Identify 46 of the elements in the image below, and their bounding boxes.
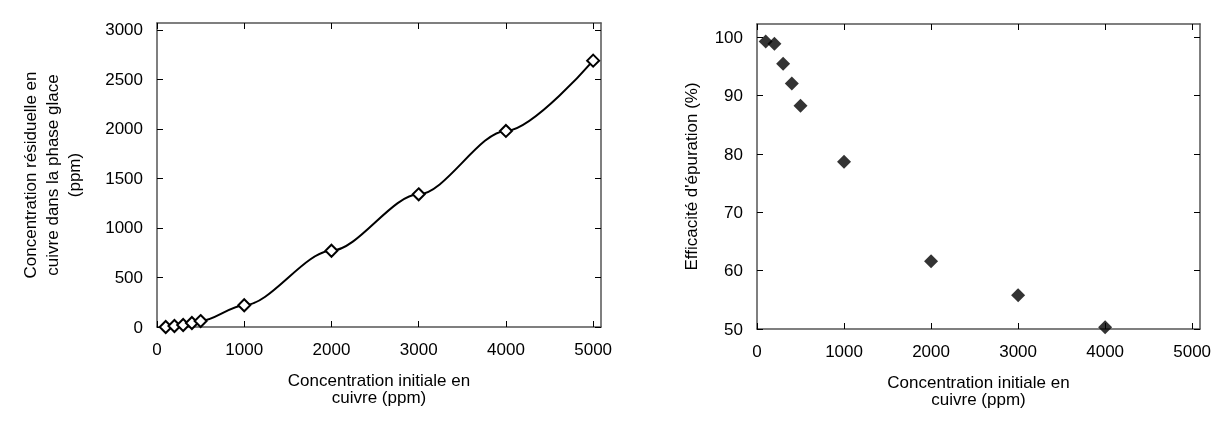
- point: [767, 36, 782, 51]
- x-tick-label: 2000: [312, 340, 351, 359]
- y-axis-title: Efficacité d'épuration (%): [681, 82, 701, 271]
- y-tick-label: 2000: [105, 119, 143, 139]
- y-tick-label: 1500: [105, 168, 143, 188]
- point: [237, 298, 252, 313]
- x-tick-label: 1000: [225, 340, 264, 359]
- y-tick-label: 90: [724, 86, 743, 106]
- point: [793, 98, 808, 113]
- point: [411, 187, 426, 202]
- x-tick-label: 0: [152, 340, 162, 359]
- point: [184, 316, 199, 331]
- point: [158, 320, 173, 334]
- x-tick-label: 5000: [1173, 342, 1212, 361]
- point: [176, 318, 191, 333]
- x-tick-label: 2000: [912, 342, 950, 361]
- y-tick-label: 50: [724, 319, 743, 339]
- y-tick-label: 70: [724, 202, 743, 222]
- y-tick-label: 100: [714, 27, 743, 47]
- x-axis-title: Concentration initiale en cuivre (ppm): [887, 373, 1070, 409]
- y-tick-label: 60: [724, 261, 743, 281]
- y-tick-label: 2500: [105, 69, 143, 89]
- point: [1011, 288, 1026, 303]
- y-tick-label: 0: [133, 317, 143, 337]
- point: [837, 154, 852, 169]
- y-tick-label: 80: [724, 144, 743, 164]
- point: [324, 243, 339, 258]
- x-tick-label: 1000: [825, 342, 863, 361]
- point: [924, 254, 939, 269]
- point: [498, 123, 513, 138]
- x-tick-label: 3000: [999, 342, 1038, 361]
- x-tick-label: 4000: [1086, 342, 1125, 361]
- y-tick-label: 3000: [105, 20, 143, 40]
- x-tick-label: 3000: [399, 340, 438, 359]
- point: [776, 56, 791, 71]
- point: [1098, 320, 1113, 335]
- x-tick-label: 5000: [574, 340, 613, 359]
- point: [193, 314, 208, 329]
- y-tick-label: 1000: [105, 218, 143, 238]
- y-axis-title: Concentration résiduelle en cuivre dans la phase glace (ppm): [20, 71, 84, 279]
- x-tick-label: 0: [752, 342, 762, 361]
- x-axis-title: Concentration initiale en cuivre (ppm): [287, 371, 471, 407]
- y-tick-label: 500: [114, 267, 143, 287]
- x-tick-label: 4000: [487, 340, 525, 359]
- point: [586, 53, 601, 68]
- point: [784, 76, 799, 91]
